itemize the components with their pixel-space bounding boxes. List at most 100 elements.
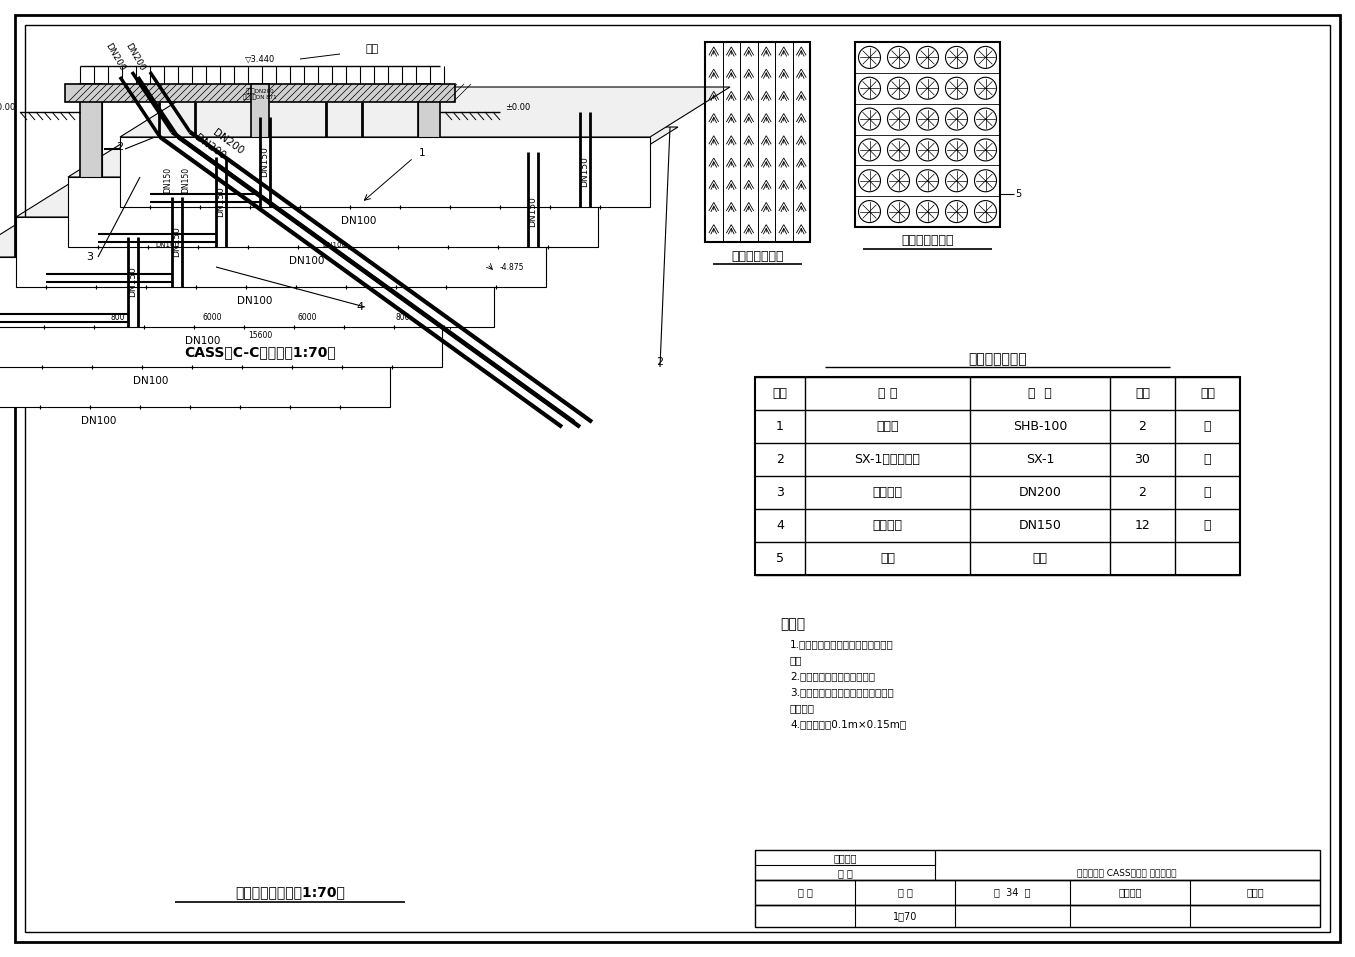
Text: 供气立管: 供气立管 xyxy=(873,519,902,532)
Text: 主要设备材料表: 主要设备材料表 xyxy=(969,352,1027,366)
Text: 1：70: 1：70 xyxy=(893,911,917,921)
Text: 3.所有管支架均按照有关图集进行制: 3.所有管支架均按照有关图集进行制 xyxy=(790,687,894,697)
Text: DN150: DN150 xyxy=(182,167,190,192)
Text: 4.填料间距为0.1m×0.15m。: 4.填料间距为0.1m×0.15m。 xyxy=(790,719,906,729)
Text: 填料平面示意图: 填料平面示意图 xyxy=(901,234,954,248)
Bar xyxy=(855,42,1000,227)
Text: 名 称: 名 称 xyxy=(878,387,897,400)
Bar xyxy=(356,145,366,152)
Text: ▽3.440: ▽3.440 xyxy=(245,55,275,63)
Bar xyxy=(755,377,1240,575)
Text: 滼水器: 滼水器 xyxy=(877,420,898,433)
Text: 数量: 数量 xyxy=(1135,387,1150,400)
Bar xyxy=(320,247,332,255)
Text: DN100: DN100 xyxy=(156,242,179,248)
Text: 作安装；: 作安装； xyxy=(790,703,814,713)
Bar xyxy=(321,145,331,152)
Polygon shape xyxy=(16,167,626,217)
Bar xyxy=(755,880,1320,905)
Bar xyxy=(80,84,102,257)
Text: 2: 2 xyxy=(776,453,785,466)
Polygon shape xyxy=(68,177,598,247)
Text: DN150: DN150 xyxy=(580,157,589,188)
Text: DN150: DN150 xyxy=(163,167,172,192)
Text: SX-1空气扩散器: SX-1空气扩散器 xyxy=(855,453,920,466)
Bar xyxy=(153,199,164,207)
Bar xyxy=(80,84,102,257)
Text: 根: 根 xyxy=(1203,486,1211,499)
Text: 软性: 软性 xyxy=(1033,552,1047,565)
Polygon shape xyxy=(0,207,575,257)
Text: 6000: 6000 xyxy=(298,313,317,322)
Bar xyxy=(70,257,450,277)
Text: DN150: DN150 xyxy=(1019,519,1061,532)
Text: DN150: DN150 xyxy=(528,196,538,228)
Text: 2: 2 xyxy=(1138,486,1146,499)
Text: 编号: 编号 xyxy=(772,387,787,400)
Text: 曝气系统图 CASS剖面图 填料示意图: 曝气系统图 CASS剖面图 填料示意图 xyxy=(1077,869,1176,878)
Text: SHB-100: SHB-100 xyxy=(1012,420,1068,433)
Text: 填料: 填料 xyxy=(879,552,896,565)
Text: 2.池体的材料是钉筋混凝土；: 2.池体的材料是钉筋混凝土； xyxy=(790,671,875,681)
Text: ±0.00: ±0.00 xyxy=(505,103,530,113)
Text: 2: 2 xyxy=(656,357,664,367)
Bar xyxy=(355,247,367,255)
Bar xyxy=(153,145,164,152)
Polygon shape xyxy=(121,137,650,207)
Text: DN100: DN100 xyxy=(81,416,117,426)
Text: 1: 1 xyxy=(419,147,425,158)
Text: 曝气系统安装图（1:70）: 曝气系统安装图（1:70） xyxy=(234,885,346,899)
Text: 5: 5 xyxy=(776,552,785,565)
Polygon shape xyxy=(121,87,730,137)
Polygon shape xyxy=(16,217,546,287)
Text: 填料立面示意图: 填料立面示意图 xyxy=(732,250,783,262)
Text: 5: 5 xyxy=(1015,189,1022,199)
Bar xyxy=(356,199,366,207)
Text: 2: 2 xyxy=(117,142,123,152)
Text: DN150: DN150 xyxy=(260,146,270,177)
Text: 6000: 6000 xyxy=(203,313,222,322)
Bar xyxy=(417,84,440,257)
Text: 第  34  图: 第 34 图 xyxy=(995,887,1031,898)
Text: 4: 4 xyxy=(776,519,785,532)
Text: 3: 3 xyxy=(87,252,93,262)
Text: 1.图中单位高程以米计，其余以毫米: 1.图中单位高程以米计，其余以毫米 xyxy=(790,639,894,649)
Bar xyxy=(65,84,455,102)
Text: 4: 4 xyxy=(356,302,363,312)
Bar xyxy=(321,199,331,207)
Text: 图纸编码: 图纸编码 xyxy=(1118,887,1142,898)
Text: 工程名称: 工程名称 xyxy=(833,853,856,863)
Text: DN150: DN150 xyxy=(172,227,182,257)
Text: 1: 1 xyxy=(776,420,785,433)
Text: DN100: DN100 xyxy=(133,376,168,386)
Text: DN200: DN200 xyxy=(1019,486,1061,499)
Text: 供气干管: 供气干管 xyxy=(873,486,902,499)
Text: 2: 2 xyxy=(1138,420,1146,433)
Text: DN100: DN100 xyxy=(237,296,272,306)
Polygon shape xyxy=(0,337,390,407)
Text: 比 例: 比 例 xyxy=(897,887,912,898)
Text: 根: 根 xyxy=(1203,519,1211,532)
Text: DN200: DN200 xyxy=(123,41,146,73)
Text: DN100: DN100 xyxy=(322,242,347,248)
Text: 图 名: 图 名 xyxy=(837,868,852,878)
Text: 规  格: 规 格 xyxy=(1028,387,1051,400)
Text: 万立荔: 万立荔 xyxy=(1247,887,1264,898)
Bar xyxy=(153,247,164,255)
Bar xyxy=(251,84,270,257)
Bar xyxy=(251,84,270,257)
Text: 12: 12 xyxy=(1134,519,1150,532)
Polygon shape xyxy=(68,127,678,177)
Text: DN100: DN100 xyxy=(341,216,377,226)
Text: DN100: DN100 xyxy=(289,256,324,266)
Text: 800: 800 xyxy=(110,313,125,322)
Text: DN150: DN150 xyxy=(129,267,137,298)
Bar xyxy=(190,199,199,207)
Polygon shape xyxy=(0,297,442,367)
Text: DN150: DN150 xyxy=(217,187,225,217)
Text: DN200: DN200 xyxy=(103,41,126,73)
Polygon shape xyxy=(0,247,522,297)
Text: 栅栏: 栅栏 xyxy=(364,44,378,54)
Bar xyxy=(70,257,450,277)
Text: -4.875: -4.875 xyxy=(500,262,524,272)
